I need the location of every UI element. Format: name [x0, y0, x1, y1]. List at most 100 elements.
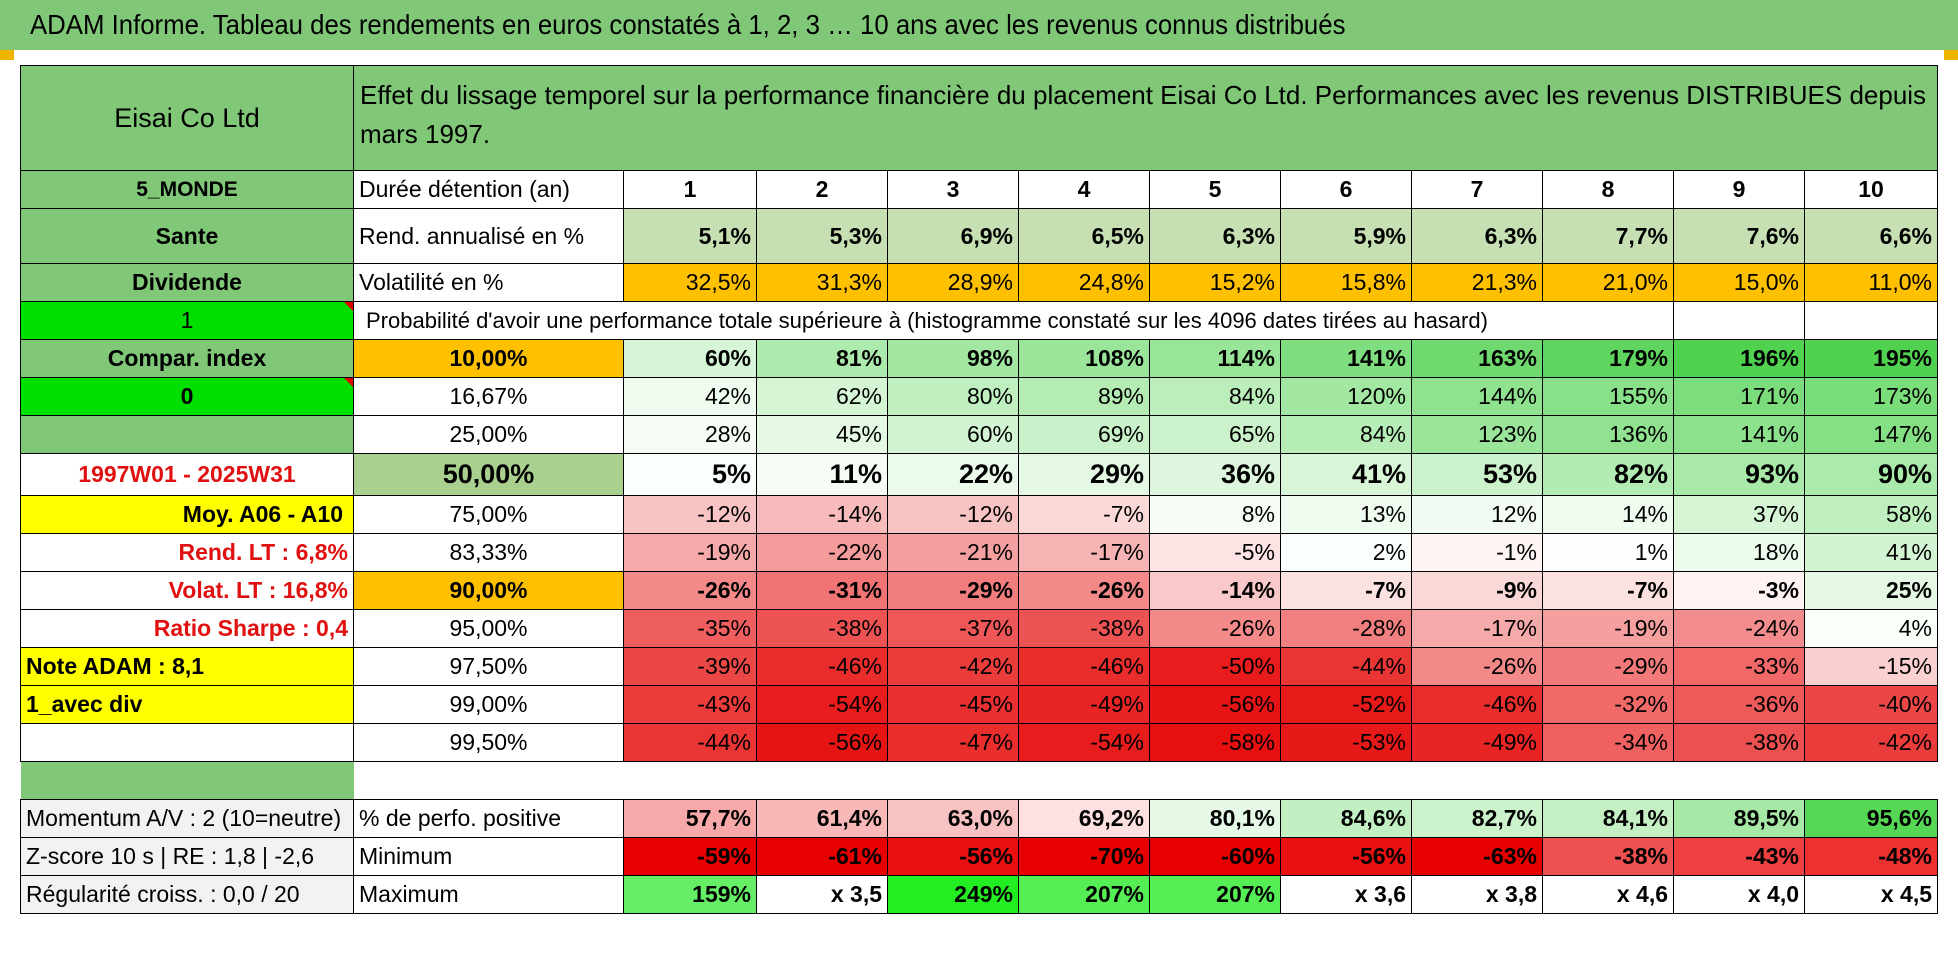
prob-value: 22% — [887, 453, 1019, 496]
stats-value: 61,4% — [756, 799, 888, 838]
prob-value: -29% — [1542, 647, 1674, 686]
performance-table: Eisai Co Ltd Effet du lissage temporel su… — [20, 65, 1938, 914]
rend-value: 6,3% — [1411, 208, 1543, 264]
prob-value: -52% — [1280, 685, 1412, 724]
prob-value: 2% — [1280, 533, 1412, 572]
duration-header: 9 — [1673, 170, 1805, 209]
rend-lt-label: Rend. LT : 6,8% — [20, 533, 354, 572]
prob-value: -26% — [1018, 571, 1150, 610]
stats-value: 63,0% — [887, 799, 1019, 838]
stats-label: % de perfo. positive — [353, 799, 624, 838]
prob-value: -37% — [887, 609, 1019, 648]
prob-value: -56% — [1149, 685, 1281, 724]
prob-value: 1% — [1542, 533, 1674, 572]
prob-value: -33% — [1673, 647, 1805, 686]
sheet-corner-mark-left — [0, 50, 14, 60]
prob-value: -14% — [756, 495, 888, 534]
rend-value: 6,9% — [887, 208, 1019, 264]
prob-value: 171% — [1673, 377, 1805, 416]
vol-value: 15,2% — [1149, 263, 1281, 302]
stats-value: -70% — [1018, 837, 1150, 876]
prob-row: Volat. LT : 16,8% 90,00% -26% -31% -29% -26% -… — [20, 571, 1938, 610]
prob-value: -45% — [887, 685, 1019, 724]
prob-value: 60% — [887, 415, 1019, 454]
vol-row: Dividende Volatilité en % 32,5% 31,3% 28,9% 2… — [20, 263, 1938, 302]
stats-label: Minimum — [353, 837, 624, 876]
durations-row: 5_MONDE Durée détention (an) 1 2 3 4 5 6 7 8 9 10 — [20, 170, 1938, 209]
compar-label: Compar. index — [20, 339, 354, 378]
prob-value: -35% — [623, 609, 757, 648]
table-cell — [1673, 301, 1805, 340]
vol-value: 21,0% — [1542, 263, 1674, 302]
prob-value: -1% — [1411, 533, 1543, 572]
vol-label: Volatilité en % — [353, 263, 624, 302]
prob-value: -44% — [623, 723, 757, 762]
prob-value: -28% — [1280, 609, 1412, 648]
prob-value: -49% — [1018, 685, 1150, 724]
stats-left-label: Momentum A/V : 2 (10=neutre) — [20, 799, 354, 838]
prob-value: -24% — [1673, 609, 1805, 648]
prob-value: -54% — [756, 685, 888, 724]
prob-value: 12% — [1411, 495, 1543, 534]
prob-value: 13% — [1280, 495, 1412, 534]
prob-value: 62% — [756, 377, 888, 416]
prob-value: -46% — [756, 647, 888, 686]
period-label: 1997W01 - 2025W31 — [20, 453, 354, 496]
prob-value: 8% — [1149, 495, 1281, 534]
vol-value: 32,5% — [623, 263, 757, 302]
prob-value: 69% — [1018, 415, 1150, 454]
prob-threshold: 75,00% — [353, 495, 624, 534]
rend-value: 7,7% — [1542, 208, 1674, 264]
vol-value: 11,0% — [1804, 263, 1938, 302]
prob-value: 60% — [623, 339, 757, 378]
prob-value: -12% — [887, 495, 1019, 534]
company-name: Eisai Co Ltd — [20, 65, 354, 171]
prob-value: -7% — [1280, 571, 1412, 610]
prob-value: 82% — [1542, 453, 1674, 496]
prob-row: Compar. index 10,00% 60% 81% 98% 108% 114% 141%… — [20, 339, 1938, 378]
prob-value: 36% — [1149, 453, 1281, 496]
prob-value: -14% — [1149, 571, 1281, 610]
prob-value: 155% — [1542, 377, 1674, 416]
stats-row: Momentum A/V : 2 (10=neutre)% de perfo. … — [20, 799, 1938, 838]
rend-value: 5,3% — [756, 208, 888, 264]
prob-value: 80% — [887, 377, 1019, 416]
prob-value: -29% — [887, 571, 1019, 610]
stats-value: 159% — [623, 875, 757, 914]
prob-row: 99,50% -44% -56% -47% -54% -58% -53% -49% -34% -3… — [20, 723, 1938, 762]
zone-label: 5_MONDE — [20, 170, 354, 209]
prob-value: 144% — [1411, 377, 1543, 416]
prob-value: 42% — [623, 377, 757, 416]
prob-value: 98% — [887, 339, 1019, 378]
stats-value: 207% — [1149, 875, 1281, 914]
stats-value: 84,6% — [1280, 799, 1412, 838]
proba-label-row: 1 Probabilité d'avoir une performance tot… — [20, 301, 1938, 340]
prob-threshold: 95,00% — [353, 609, 624, 648]
moy-label: Moy. A06 - A10 — [20, 495, 354, 534]
stats-value: x 4,6 — [1542, 875, 1674, 914]
prob-value: 195% — [1804, 339, 1938, 378]
empty-label — [20, 415, 354, 454]
prob-value: -26% — [1411, 647, 1543, 686]
prob-value: -32% — [1542, 685, 1674, 724]
prob-value: 136% — [1542, 415, 1674, 454]
prob-value: 163% — [1411, 339, 1543, 378]
prob-value: -5% — [1149, 533, 1281, 572]
prob-value: -54% — [1018, 723, 1150, 762]
stats-left-label: Régularité croiss. : 0,0 / 20 — [20, 875, 354, 914]
sharpe-label: Ratio Sharpe : 0,4 — [20, 609, 354, 648]
prob-value: 84% — [1280, 415, 1412, 454]
prob-value: 18% — [1673, 533, 1805, 572]
prob-value: 179% — [1542, 339, 1674, 378]
rend-row: Sante Rend. annualisé en % 5,1% 5,3% 6,9% 6,5… — [20, 208, 1938, 264]
stats-value: x 3,6 — [1280, 875, 1412, 914]
prob-value: -34% — [1542, 723, 1674, 762]
spacer-row — [20, 761, 1938, 800]
prob-value: -21% — [887, 533, 1019, 572]
rend-value: 6,3% — [1149, 208, 1281, 264]
stats-value: 80,1% — [1149, 799, 1281, 838]
duration-header: 8 — [1542, 170, 1674, 209]
volat-lt-label: Volat. LT : 16,8% — [20, 571, 354, 610]
prob-value: -31% — [756, 571, 888, 610]
div-label: 1_avec div — [20, 685, 354, 724]
